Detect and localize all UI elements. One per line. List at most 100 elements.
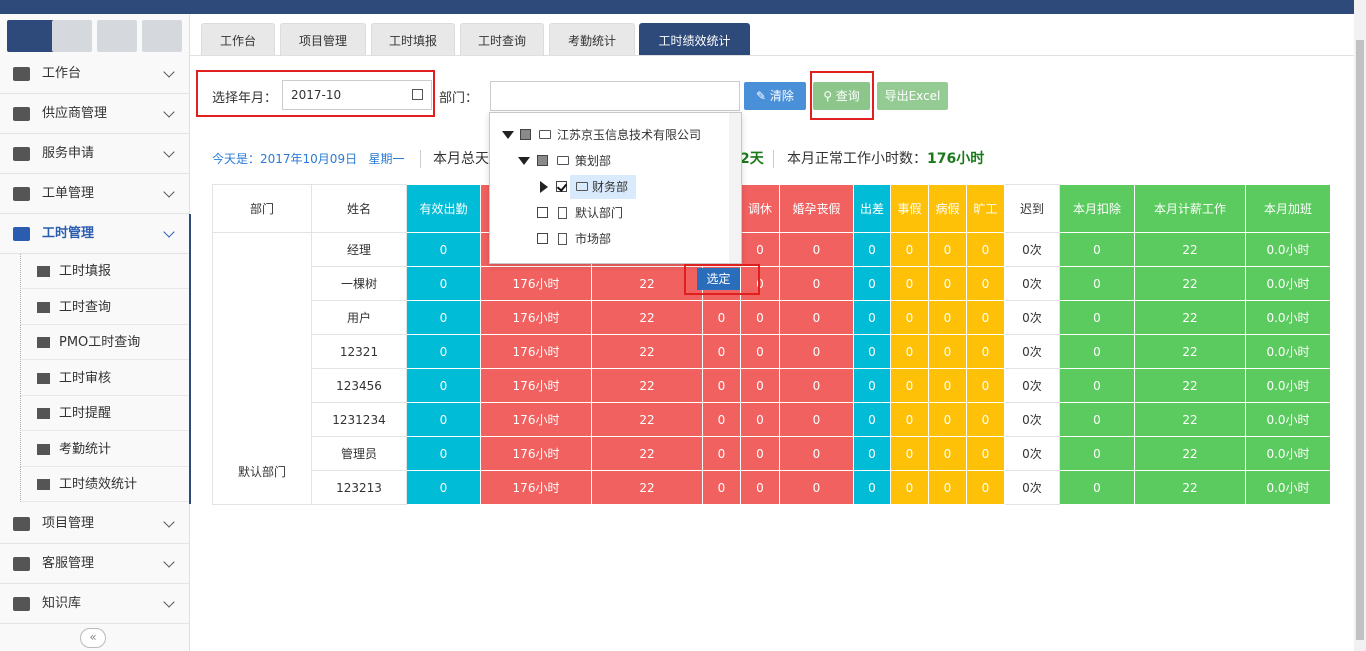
monitor-icon-button[interactable] xyxy=(52,20,92,52)
grid-icon-button[interactable] xyxy=(97,20,137,52)
tab[interactable]: 工作台 xyxy=(201,23,275,55)
dept-input[interactable] xyxy=(490,81,740,111)
value-cell: 0 xyxy=(406,266,481,301)
confirm-button[interactable]: 选定 xyxy=(697,268,740,290)
menu-item[interactable]: 服务申请 xyxy=(0,134,189,174)
tree-checkbox[interactable] xyxy=(537,233,548,244)
separator xyxy=(420,150,421,168)
value-cell: 0.0小时 xyxy=(1245,232,1331,267)
scroll-thumb[interactable] xyxy=(1356,40,1364,640)
value-cell: 176小时 xyxy=(480,266,592,301)
value-cell: 22 xyxy=(591,402,703,437)
value-cell: 22 xyxy=(1134,470,1246,505)
value-cell: 22 xyxy=(591,300,703,335)
menu-item[interactable]: 工作台 xyxy=(0,54,189,94)
name-cell: 经理 xyxy=(311,232,407,267)
value-cell: 0 xyxy=(890,436,929,471)
value-cell: 0 xyxy=(779,402,854,437)
header-cell: 本月加班 xyxy=(1245,184,1331,233)
menu-item[interactable]: 工单管理 xyxy=(0,174,189,214)
clear-button[interactable]: ✎ 清除 xyxy=(744,82,806,110)
menu-text: 工单管理 xyxy=(42,186,95,201)
submenu-item[interactable]: 工时审核 xyxy=(20,360,189,396)
value-cell: 0 xyxy=(928,334,967,369)
menu-icon xyxy=(13,147,30,161)
tree-toggle[interactable] xyxy=(502,131,514,139)
menu-item[interactable]: 客服管理 xyxy=(0,544,189,584)
submenu-icon xyxy=(37,301,50,313)
tree-checkbox[interactable] xyxy=(537,155,548,166)
submenu-text: 工时查询 xyxy=(59,299,112,315)
data-row: 12321 0 176小时 22 0 0 0 0 0 0 0 0次 0 22 0.0小时 xyxy=(213,334,1331,369)
menu-item[interactable]: 供应商管理 xyxy=(0,94,189,134)
value-cell: 0 xyxy=(406,470,481,505)
value-cell: 176小时 xyxy=(480,436,592,471)
submenu-text: PMO工时查询 xyxy=(59,335,141,350)
value-cell: 0 xyxy=(1059,300,1135,335)
collapse-button[interactable]: « xyxy=(80,628,106,648)
data-row: 默认部门 经理 0 0 0 0 0 0 0 0次 0 22 0.0小时 xyxy=(212,232,1331,505)
tab[interactable]: 考勤统计 xyxy=(549,23,635,55)
submenu-item[interactable]: 工时查询 xyxy=(20,289,189,325)
menu-text: 供应商管理 xyxy=(42,106,108,121)
value-cell: 0 xyxy=(966,470,1005,505)
submenu-text: 工时绩效统计 xyxy=(59,477,138,492)
menu-item[interactable]: 工时管理 xyxy=(0,214,189,254)
tree-node[interactable]: 市场部 xyxy=(575,232,612,246)
check-mark xyxy=(556,181,568,192)
tree-node[interactable]: 策划部 xyxy=(575,154,612,168)
submenu-item[interactable]: 考勤统计 xyxy=(20,431,189,467)
month-label: 选择年月： xyxy=(212,91,278,106)
export-button[interactable]: 导出Excel xyxy=(877,82,948,110)
header-cell: 本月扣除 xyxy=(1059,184,1135,233)
tree-checkbox[interactable] xyxy=(556,181,568,192)
value-cell: 0 xyxy=(702,368,741,403)
submenu-item[interactable]: 工时提醒 xyxy=(20,396,189,431)
value-cell: 176小时 xyxy=(480,402,592,437)
menu-chevron xyxy=(163,556,175,568)
value-cell: 0 xyxy=(702,402,741,437)
menu-icon xyxy=(13,517,30,531)
header-row: 部门 姓名 有效出勤 调休 婚孕丧假 出差 事假 病假 旷工 迟到 本月扣除 本月计薪工作 本月加班 xyxy=(212,184,1331,233)
value-cell: 22 xyxy=(591,334,703,369)
menu-text: 服务申请 xyxy=(42,146,95,161)
data-row: 管理员 0 176小时 22 0 0 0 0 0 0 0 0次 0 22 0.0小时 xyxy=(213,436,1331,471)
menu-item[interactable]: 项目管理 xyxy=(0,504,189,544)
tree-node[interactable]: 财务部 xyxy=(592,180,629,194)
month-input[interactable]: 2017-10 xyxy=(282,80,432,110)
menu-item[interactable]: 知识库 xyxy=(0,584,189,624)
value-cell: 0 xyxy=(853,334,891,369)
tab[interactable]: 工时填报 xyxy=(371,23,455,55)
tree-toggle[interactable] xyxy=(518,157,530,165)
user-icon-button[interactable] xyxy=(7,20,59,52)
tree-checkbox[interactable] xyxy=(520,129,531,140)
value-cell: 176小时 xyxy=(480,368,592,403)
scrollbar[interactable] xyxy=(1354,0,1366,651)
value-cell: 0次 xyxy=(1004,232,1060,267)
tab[interactable]: 工时绩效统计 xyxy=(639,23,750,55)
submenu-icon xyxy=(37,266,50,277)
tree-scrollbar[interactable] xyxy=(729,113,741,263)
flask-icon-button[interactable] xyxy=(142,20,182,52)
value-cell: 22 xyxy=(591,470,703,505)
tab[interactable]: 工时查询 xyxy=(460,23,544,55)
value-cell: 0 xyxy=(928,232,967,267)
submenu-item[interactable]: PMO工时查询 xyxy=(20,325,189,360)
value-cell: 0 xyxy=(890,266,929,301)
value-cell: 0 xyxy=(406,334,481,369)
submenu-item[interactable]: 工时填报 xyxy=(20,254,189,289)
tree-checkbox[interactable] xyxy=(537,207,548,218)
tab[interactable]: 项目管理 xyxy=(280,23,366,55)
menu-chevron xyxy=(163,106,175,118)
value-cell: 0 xyxy=(853,402,891,437)
value-cell: 0 xyxy=(890,334,929,369)
tree-node[interactable]: 江苏京玉信息技术有限公司 xyxy=(557,128,702,142)
tree-node[interactable]: 默认部门 xyxy=(575,206,624,220)
tree-toggle[interactable] xyxy=(540,181,548,193)
query-button[interactable]: ⚲ 查询 xyxy=(813,82,870,110)
submenu-item[interactable]: 工时绩效统计 xyxy=(20,467,189,502)
value-cell: 0次 xyxy=(1004,334,1060,369)
header-cell: 调休 xyxy=(740,184,780,233)
value-cell: 0次 xyxy=(1004,402,1060,437)
